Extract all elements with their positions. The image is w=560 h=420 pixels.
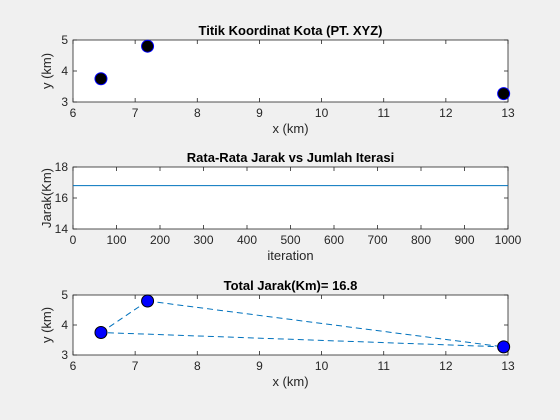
- chart2-x-tick-label: 500: [280, 233, 300, 247]
- chart2-y-tick-label: 16: [55, 191, 69, 205]
- chart3-x-tick-label: 10: [315, 359, 329, 373]
- chart1-city-point: [95, 73, 107, 85]
- chart1-x-tick-label: 12: [439, 106, 453, 120]
- chart3-title: Total Jarak(Km)= 16.8: [224, 278, 358, 293]
- chart2-x-tick-label: 0: [70, 233, 77, 247]
- chart2-x-axis-label: iteration: [267, 248, 313, 263]
- chart3-route-node: [142, 295, 154, 307]
- chart1-axes-box: [73, 40, 508, 102]
- chart1-x-tick-label: 8: [194, 106, 201, 120]
- chart3-y-tick-label: 5: [61, 288, 68, 302]
- chart3-x-tick-label: 8: [194, 359, 201, 373]
- chart1-title: Titik Koordinat Kota (PT. XYZ): [199, 23, 383, 38]
- chart3-x-tick-label: 12: [439, 359, 453, 373]
- chart1-x-tick-label: 10: [315, 106, 329, 120]
- chart2-x-tick-label: 700: [367, 233, 387, 247]
- chart2-y-tick-label: 18: [55, 160, 69, 174]
- chart1-city-point: [142, 40, 154, 52]
- chart1-y-tick-label: 4: [61, 64, 68, 78]
- chart2-axes-box: [73, 167, 508, 229]
- chart1-y-tick-label: 3: [61, 95, 68, 109]
- chart2-x-tick-label: 200: [150, 233, 170, 247]
- chart1-x-tick-label: 7: [132, 106, 139, 120]
- chart2-x-tick-label: 600: [324, 233, 344, 247]
- chart1-city-point: [498, 88, 510, 100]
- chart1-x-tick-label: 13: [501, 106, 515, 120]
- chart3-x-tick-label: 11: [377, 359, 390, 373]
- chart2-x-tick-label: 400: [237, 233, 257, 247]
- chart1-x-tick-label: 6: [70, 106, 77, 120]
- chart3-x-axis-label: x (km): [272, 374, 308, 389]
- chart3-x-tick-label: 6: [70, 359, 77, 373]
- chart2-x-tick-label: 100: [106, 233, 126, 247]
- chart2-x-tick-label: 900: [454, 233, 474, 247]
- chart3-y-tick-label: 4: [61, 318, 68, 332]
- chart1-y-axis-label: y (km): [39, 53, 54, 89]
- chart1-x-axis-label: x (km): [272, 121, 308, 136]
- chart1-x-tick-label: 11: [377, 106, 390, 120]
- chart3-x-tick-label: 9: [256, 359, 263, 373]
- chart1-y-tick-label: 5: [61, 33, 68, 47]
- chart3-axes-box: [73, 295, 508, 355]
- chart3-x-tick-label: 13: [501, 359, 515, 373]
- chart3-y-tick-label: 3: [61, 348, 68, 362]
- chart2-y-tick-label: 14: [55, 222, 69, 236]
- chart3-route-node: [95, 327, 107, 339]
- chart1-x-tick-label: 9: [256, 106, 263, 120]
- chart2-x-tick-label: 300: [193, 233, 213, 247]
- chart2-x-tick-label: 1000: [495, 233, 522, 247]
- chart3-y-axis-label: y (km): [39, 307, 54, 343]
- chart3-route-node: [498, 341, 510, 353]
- chart2-y-axis-label: Jarak(Km): [39, 168, 54, 228]
- chart2-x-tick-label: 800: [411, 233, 431, 247]
- chart3-x-tick-label: 7: [132, 359, 139, 373]
- chart2-title: Rata-Rata Jarak vs Jumlah Iterasi: [187, 150, 394, 165]
